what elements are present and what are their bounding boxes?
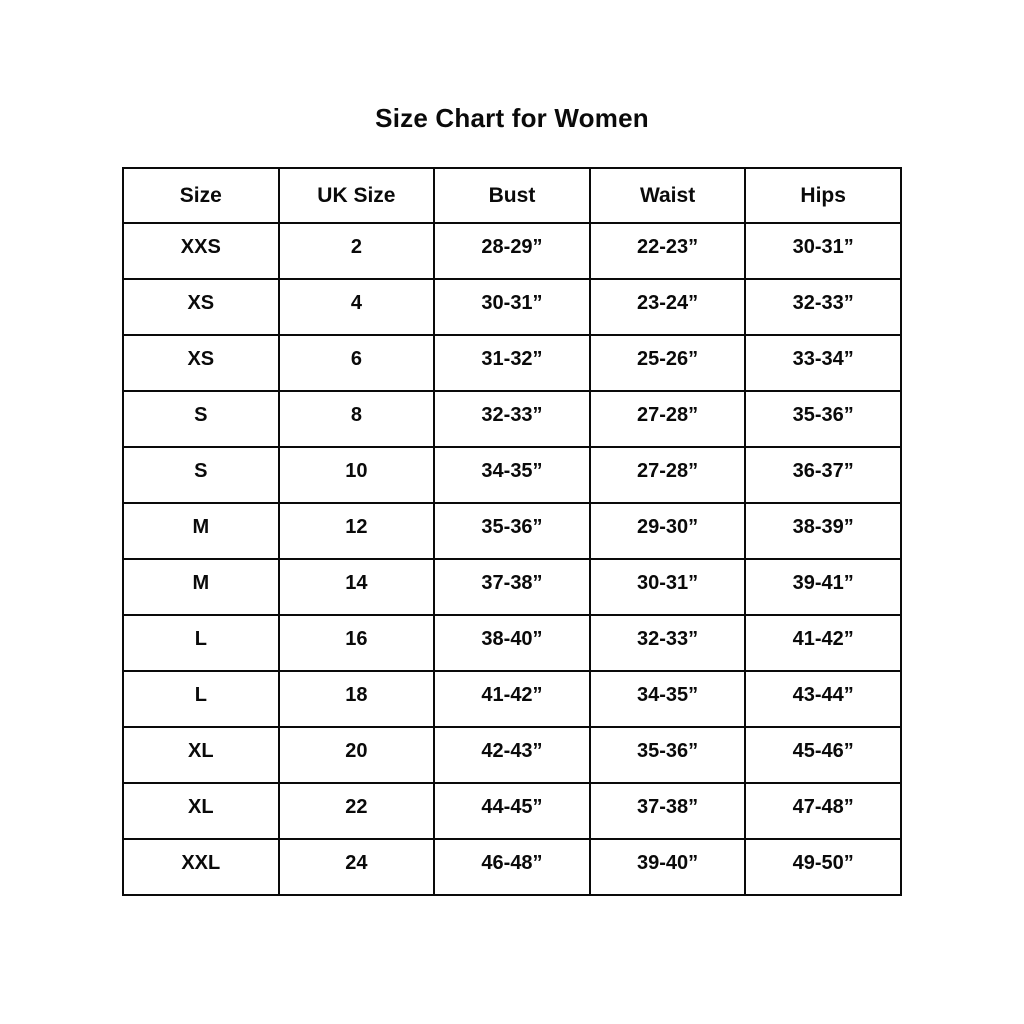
table-cell: 34-35” — [588, 670, 747, 728]
table-cell: 30-31” — [588, 558, 747, 616]
table-cell: 12 — [277, 502, 436, 560]
table-cell: 4 — [277, 278, 436, 336]
table-cell: 43-44” — [744, 670, 902, 728]
table-cell: 24 — [277, 838, 436, 896]
page-title: Size Chart for Women — [375, 103, 649, 133]
table-cell: 18 — [277, 670, 436, 728]
table-row: S 10 34-35” 27-28” 36-37” — [122, 446, 902, 504]
table-cell: 30-31” — [433, 278, 591, 336]
table-cell: 41-42” — [744, 614, 902, 672]
table-row: XS 6 31-32” 25-26” 33-34” — [122, 334, 902, 392]
table-cell: L — [122, 670, 280, 728]
table-cell: 39-40” — [588, 838, 747, 896]
table-cell: 49-50” — [744, 838, 902, 896]
table-cell: 35-36” — [588, 726, 747, 784]
table-cell: M — [122, 502, 280, 560]
table-cell: 42-43” — [433, 726, 591, 784]
table-cell: 20 — [277, 726, 436, 784]
table-cell: 47-48” — [744, 782, 902, 840]
table-cell: 2 — [277, 222, 436, 280]
table-row: M 14 37-38” 30-31” 39-41” — [122, 558, 902, 616]
table-cell: XS — [122, 278, 280, 336]
table-row: XS 4 30-31” 23-24” 32-33” — [122, 278, 902, 336]
table-cell: 37-38” — [433, 558, 591, 616]
size-table-body: XXS 2 28-29” 22-23” 30-31” XS 4 30-31” 23-24” 32-… — [122, 222, 902, 896]
table-cell: XL — [122, 726, 280, 784]
table-cell: XL — [122, 782, 280, 840]
table-cell: 22 — [277, 782, 436, 840]
table-cell: 27-28” — [588, 446, 747, 504]
table-row: S 8 32-33” 27-28” 35-36” — [122, 390, 902, 448]
table-cell: 45-46” — [744, 726, 902, 784]
table-cell: L — [122, 614, 280, 672]
table-cell: 14 — [277, 558, 436, 616]
column-header-waist: Waist — [588, 167, 747, 224]
table-row: XL 22 44-45” 37-38” 47-48” — [122, 782, 902, 840]
column-header-size: Size — [122, 167, 280, 224]
table-cell: 32-33” — [433, 390, 591, 448]
table-cell: 39-41” — [744, 558, 902, 616]
table-row: L 18 41-42” 34-35” 43-44” — [122, 670, 902, 728]
table-cell: S — [122, 446, 280, 504]
table-cell: XXL — [122, 838, 280, 896]
size-table-header: Size UK Size Bust Waist Hips — [122, 167, 902, 224]
table-cell: 41-42” — [433, 670, 591, 728]
table-cell: 38-39” — [744, 502, 902, 560]
table-cell: 35-36” — [433, 502, 591, 560]
table-cell: 34-35” — [433, 446, 591, 504]
table-cell: 31-32” — [433, 334, 591, 392]
table-cell: 29-30” — [588, 502, 747, 560]
table-cell: 32-33” — [588, 614, 747, 672]
table-cell: M — [122, 558, 280, 616]
table-cell: 37-38” — [588, 782, 747, 840]
header-row: Size UK Size Bust Waist Hips — [122, 167, 902, 224]
table-cell: 46-48” — [433, 838, 591, 896]
column-header-uk-size: UK Size — [277, 167, 436, 224]
table-cell: 27-28” — [588, 390, 747, 448]
size-table: Size UK Size Bust Waist Hips XXS 2 28-29” 22-23… — [122, 167, 902, 896]
table-cell: XXS — [122, 222, 280, 280]
table-cell: 38-40” — [433, 614, 591, 672]
table-cell: 44-45” — [433, 782, 591, 840]
table-cell: XS — [122, 334, 280, 392]
table-cell: 28-29” — [433, 222, 591, 280]
table-cell: 36-37” — [744, 446, 902, 504]
table-row: L 16 38-40” 32-33” 41-42” — [122, 614, 902, 672]
table-cell: 8 — [277, 390, 436, 448]
table-cell: 32-33” — [744, 278, 902, 336]
table-cell: 33-34” — [744, 334, 902, 392]
table-cell: 22-23” — [588, 222, 747, 280]
table-cell: 16 — [277, 614, 436, 672]
column-header-hips: Hips — [744, 167, 902, 224]
table-row: M 12 35-36” 29-30” 38-39” — [122, 502, 902, 560]
size-chart-page: Size Chart for Women Size UK Size Bust Wais… — [0, 103, 1024, 1024]
table-cell: 10 — [277, 446, 436, 504]
table-cell: S — [122, 390, 280, 448]
table-cell: 25-26” — [588, 334, 747, 392]
table-cell: 35-36” — [744, 390, 902, 448]
table-cell: 6 — [277, 334, 436, 392]
table-cell: 30-31” — [744, 222, 902, 280]
table-row: XL 20 42-43” 35-36” 45-46” — [122, 726, 902, 784]
table-row: XXS 2 28-29” 22-23” 30-31” — [122, 222, 902, 280]
table-cell: 23-24” — [588, 278, 747, 336]
table-row: XXL 24 46-48” 39-40” 49-50” — [122, 838, 902, 896]
column-header-bust: Bust — [433, 167, 591, 224]
